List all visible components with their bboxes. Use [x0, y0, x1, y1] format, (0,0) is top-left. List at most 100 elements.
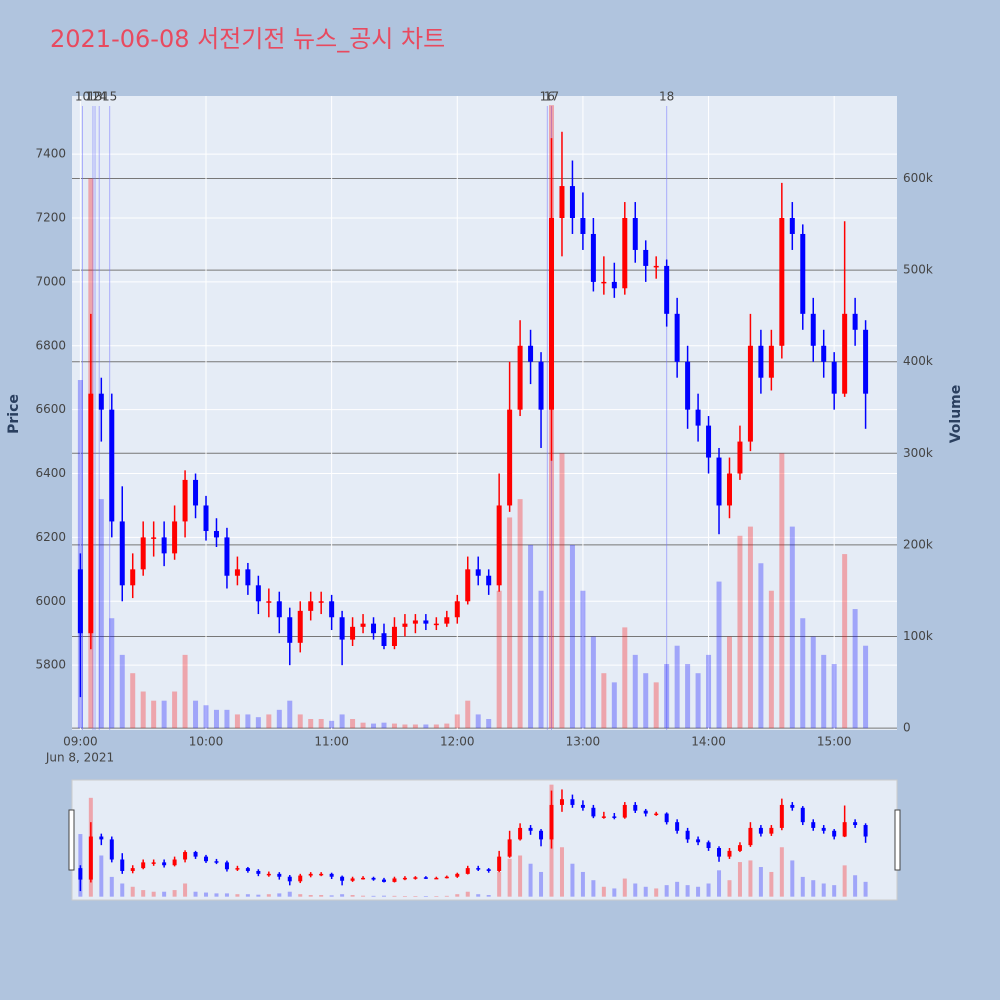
slider-candle-body [612, 816, 617, 818]
candle-body [360, 623, 366, 627]
candle-body [706, 425, 712, 458]
candle-body [737, 441, 743, 474]
volume-bar [507, 517, 513, 729]
candle-body [119, 521, 125, 586]
volume-bar [276, 709, 282, 729]
candle-body [234, 569, 240, 576]
volume-bar [329, 720, 335, 729]
volume-bar [800, 618, 806, 729]
volume-bar [203, 705, 209, 729]
slider-volume-bar [162, 891, 167, 897]
candle-body [674, 313, 680, 362]
x-tick-label: 10:00 [189, 735, 224, 749]
slider-candle-body [727, 850, 732, 857]
volume-bar [350, 719, 356, 729]
slider-candle-body [622, 804, 627, 818]
candle-body [852, 313, 858, 330]
slider-volume-bar [539, 871, 544, 897]
slider-candle-body [381, 879, 386, 882]
volume-bar [747, 526, 753, 729]
slider-volume-bar [790, 860, 795, 897]
y-tick-label: 7000 [35, 274, 66, 288]
slider-candle-body [664, 813, 669, 823]
candle-body [130, 569, 136, 586]
volume-bar [821, 654, 827, 729]
volume-bar [402, 724, 408, 729]
slider-candle-body [423, 877, 428, 879]
slider-volume-bar [256, 894, 261, 897]
volume-bar [737, 535, 743, 729]
volume-bar [611, 682, 617, 729]
slider-volume-bar [402, 896, 407, 897]
candle-body [549, 218, 555, 410]
slider-candle-body [266, 873, 271, 876]
y-tick-label: 5800 [35, 658, 66, 672]
y2-tick-label: 600k [903, 171, 933, 185]
slider-volume-bar [622, 878, 627, 897]
volume-bar [266, 714, 272, 729]
candle-body [842, 313, 848, 394]
candle-body [339, 617, 345, 640]
volume-bar [758, 563, 764, 729]
slider-handle[interactable] [68, 809, 75, 871]
volume-bar [433, 724, 439, 729]
volume-bar [789, 526, 795, 729]
candle-body [433, 623, 439, 626]
volume-bar [454, 714, 460, 729]
volume-bar [538, 590, 544, 729]
candle-body [789, 218, 795, 234]
candle-body [297, 610, 303, 643]
volume-bar [109, 618, 115, 729]
slider-candle-body [402, 877, 407, 880]
candle-body [643, 249, 649, 266]
slider-volume-bar [842, 865, 847, 897]
slider-candle-body [486, 869, 491, 871]
candle-body [213, 531, 219, 538]
slider-candle-body [120, 859, 125, 871]
slider-candle-body [497, 856, 502, 871]
candle-body [768, 345, 774, 378]
candle-body [391, 626, 397, 646]
candle-body [622, 218, 628, 289]
news-label: 12 [85, 90, 100, 104]
slider-candle-body [685, 830, 690, 840]
volume-bar [842, 554, 848, 729]
volume-bar [716, 581, 722, 729]
y-tick-label: 6200 [35, 530, 66, 544]
y2-tick-label: 100k [903, 629, 933, 643]
slider-volume-bar [863, 881, 868, 897]
x-tick-label: 14:00 [691, 735, 726, 749]
slider-candle-body [832, 830, 837, 837]
slider-volume-bar [832, 885, 837, 897]
slider-volume-bar [141, 890, 146, 897]
slider-volume-bar [612, 888, 617, 897]
slider-volume-bar [664, 885, 669, 897]
slider-handle[interactable] [894, 809, 901, 871]
volume-bar [779, 453, 785, 729]
slider-candle-body [256, 870, 261, 874]
candle-body [465, 569, 471, 602]
slider-candle-body [413, 877, 418, 879]
slider-volume-bar [287, 891, 292, 897]
slider-candle-body [821, 827, 826, 831]
slider-volume-bar [528, 863, 533, 897]
candle-body [716, 457, 722, 506]
candle-body [863, 329, 869, 394]
range-slider[interactable] [71, 779, 898, 901]
slider-volume-bar [633, 883, 638, 897]
y2-axis-title: Volume [948, 385, 964, 444]
candle-body [140, 537, 146, 570]
slider-volume-bar [518, 855, 523, 897]
slider-candle-body [308, 873, 313, 876]
slider-volume-bar [727, 880, 732, 897]
news-label: 14 [92, 90, 107, 104]
candle-body [245, 569, 251, 586]
slider-volume-bar [413, 896, 418, 897]
y-axis-title: Price [6, 394, 22, 434]
candle-body [308, 601, 314, 611]
volume-bar [412, 724, 418, 729]
volume-bar [391, 723, 397, 729]
slider-volume-bar [120, 883, 125, 897]
volume-bar [297, 714, 303, 729]
volume-bar [475, 714, 481, 729]
